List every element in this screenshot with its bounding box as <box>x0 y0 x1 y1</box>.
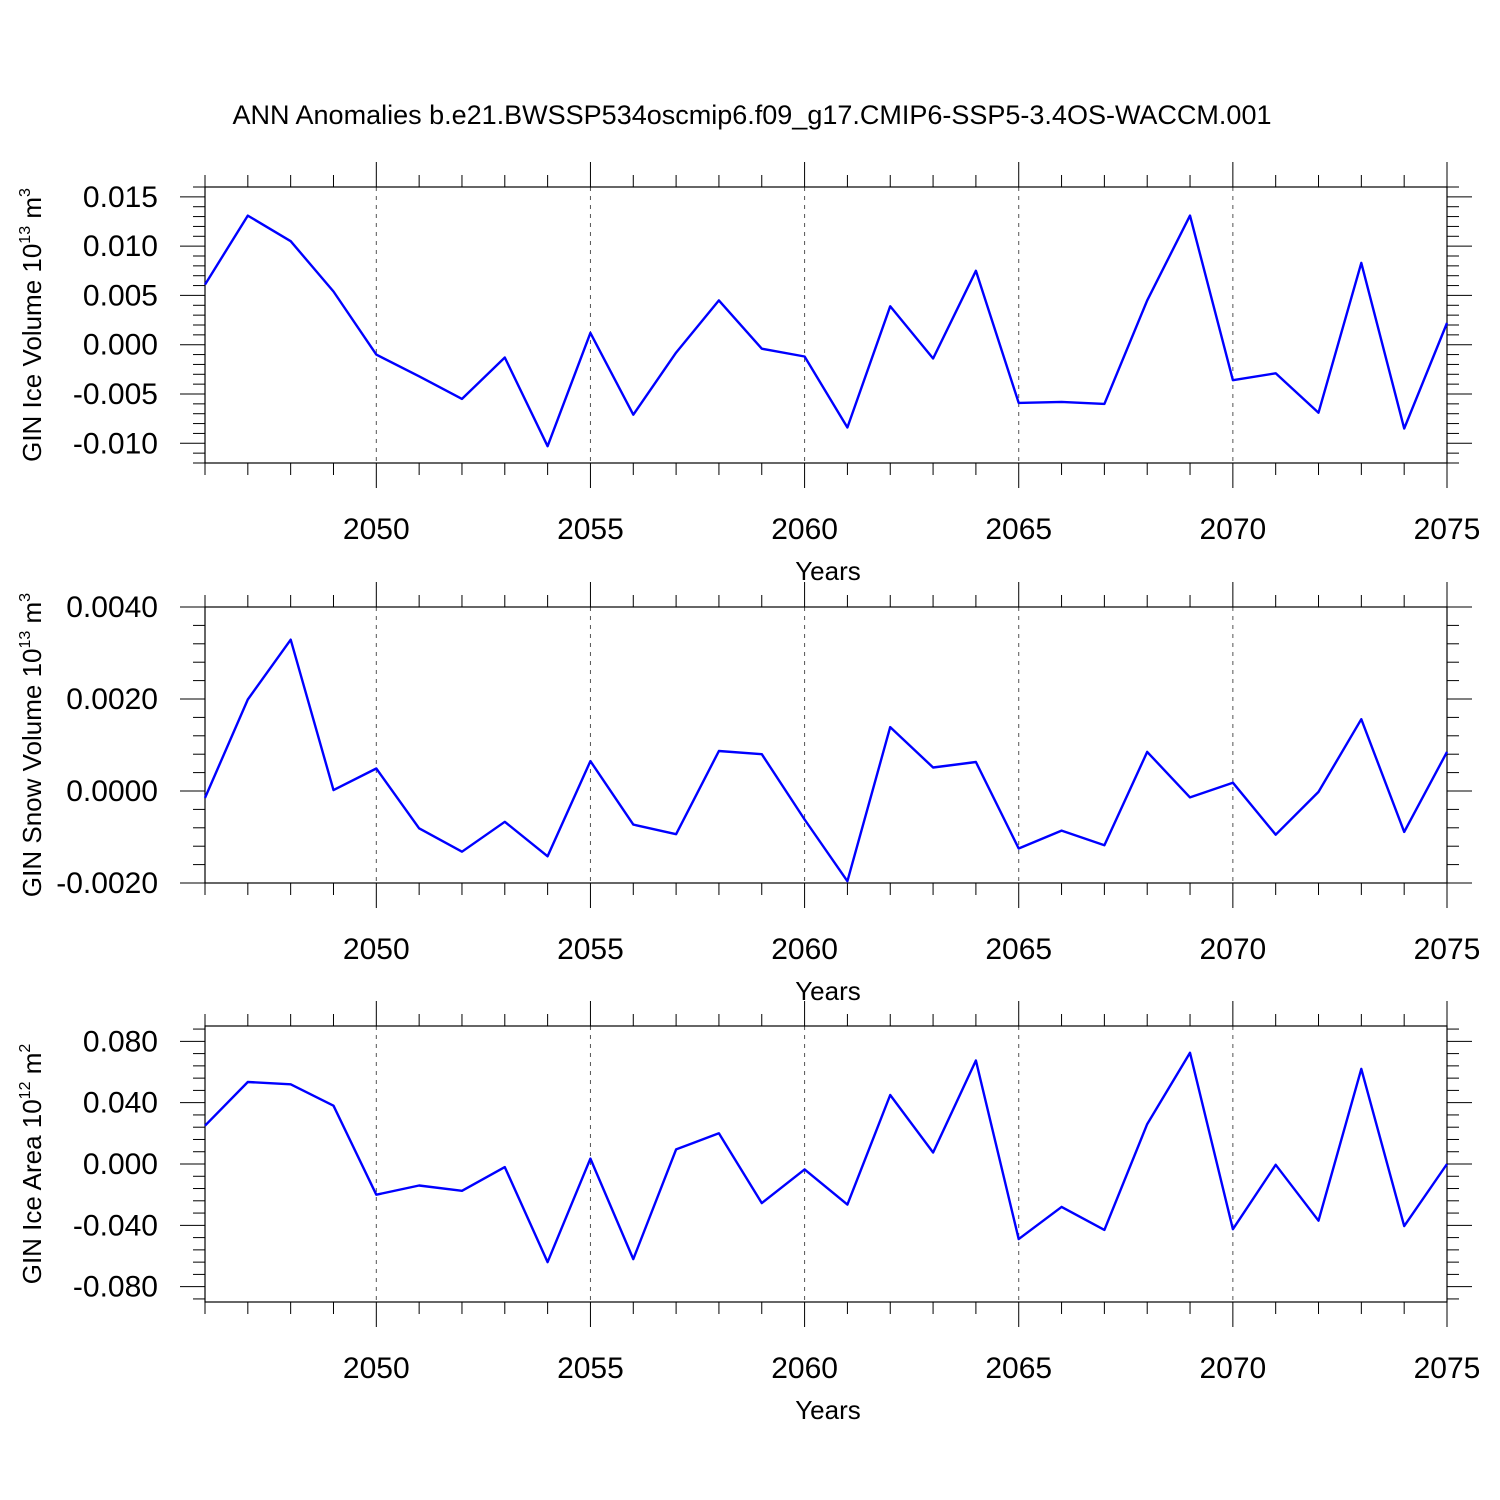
x-tick-label: 2050 <box>343 513 410 546</box>
series-line <box>203 638 1449 883</box>
y-tick-label: 0.0000 <box>66 775 158 808</box>
x-tick-label: 2060 <box>771 1352 838 1385</box>
y-tick-label: 0.010 <box>83 230 158 263</box>
x-tick-label: 2050 <box>343 1352 410 1385</box>
y-axis-label: GIN Ice Area 1012 m2 <box>17 1044 47 1285</box>
y-tick-label: 0.000 <box>83 1148 158 1181</box>
x-axis-label: Years <box>795 1395 861 1425</box>
x-tick-label: 2070 <box>1199 1352 1266 1385</box>
panel-1: 2050 2055 2060 2065 2070 2075 -0.010 -0.005 0.00… <box>17 162 1480 586</box>
y-tick-label: -0.0020 <box>56 867 158 900</box>
y-axis-label-part: GIN Ice Area 10 <box>17 1099 47 1284</box>
x-tick-label: 2065 <box>985 933 1052 966</box>
x-tick-label: 2050 <box>343 933 410 966</box>
y-axis-label-superscript: 3 <box>17 188 34 197</box>
y-tick-label: 0.000 <box>83 329 158 362</box>
y-tick-label: 0.0020 <box>66 683 158 716</box>
y-tick-label: -0.040 <box>73 1209 158 1242</box>
x-axis-label: Years <box>795 976 861 1006</box>
x-tick-label: 2065 <box>985 1352 1052 1385</box>
y-axis-label-part: m <box>17 602 47 631</box>
x-tick-label: 2055 <box>557 513 624 546</box>
x-tick-label: 2060 <box>771 513 838 546</box>
plot-frame <box>204 186 1448 464</box>
series-line <box>204 1051 1448 1264</box>
y-tick-label: 0.080 <box>83 1025 158 1058</box>
y-tick-label: 0.015 <box>83 181 158 214</box>
y-axis-label-part: GIN Snow Volume 10 <box>17 649 47 898</box>
x-tick-label: 2075 <box>1414 933 1481 966</box>
plot-frame <box>204 606 1448 884</box>
y-axis-label-superscript: 2 <box>17 1044 34 1053</box>
chart-title: ANN Anomalies b.e21.BWSSP534oscmip6.f09_… <box>233 100 1272 130</box>
x-tick-label: 2055 <box>557 1352 624 1385</box>
y-axis-label-superscript: 12 <box>17 1081 34 1099</box>
x-tick-label: 2055 <box>557 933 624 966</box>
y-axis-label-superscript: 13 <box>17 631 34 649</box>
panel-3: 2050 2055 2060 2065 2070 2075 -0.080 -0.040 0.00… <box>17 1001 1480 1425</box>
panel-2: 2050 2055 2060 2065 2070 2075 -0.0020 0.0000 0.0… <box>17 582 1480 1006</box>
x-tick-label: 2075 <box>1414 1352 1481 1385</box>
y-axis-label-part: m <box>17 197 47 226</box>
x-tick-label: 2070 <box>1199 513 1266 546</box>
y-axis-label-superscript: 13 <box>17 226 34 244</box>
x-tick-label: 2060 <box>771 933 838 966</box>
x-tick-label: 2065 <box>985 513 1052 546</box>
y-tick-label: -0.010 <box>73 427 158 460</box>
y-tick-label: 0.040 <box>83 1087 158 1120</box>
y-tick-label: 0.005 <box>83 279 158 312</box>
x-tick-label: 2070 <box>1199 933 1266 966</box>
y-axis-label-part: m <box>17 1053 47 1082</box>
y-axis-label: GIN Ice Volume 1013 m3 <box>17 188 47 462</box>
y-tick-label: 0.0040 <box>66 591 158 624</box>
plot-frame <box>204 1025 1448 1303</box>
x-tick-label: 2075 <box>1414 513 1481 546</box>
y-axis-label-superscript: 3 <box>17 593 34 602</box>
y-axis-label: GIN Snow Volume 1013 m3 <box>17 593 47 897</box>
x-axis-label: Years <box>795 556 861 586</box>
y-tick-label: -0.005 <box>73 378 158 411</box>
y-axis-label-part: GIN Ice Volume 10 <box>17 244 47 462</box>
y-tick-label: -0.080 <box>73 1271 158 1304</box>
series-line <box>203 214 1449 448</box>
